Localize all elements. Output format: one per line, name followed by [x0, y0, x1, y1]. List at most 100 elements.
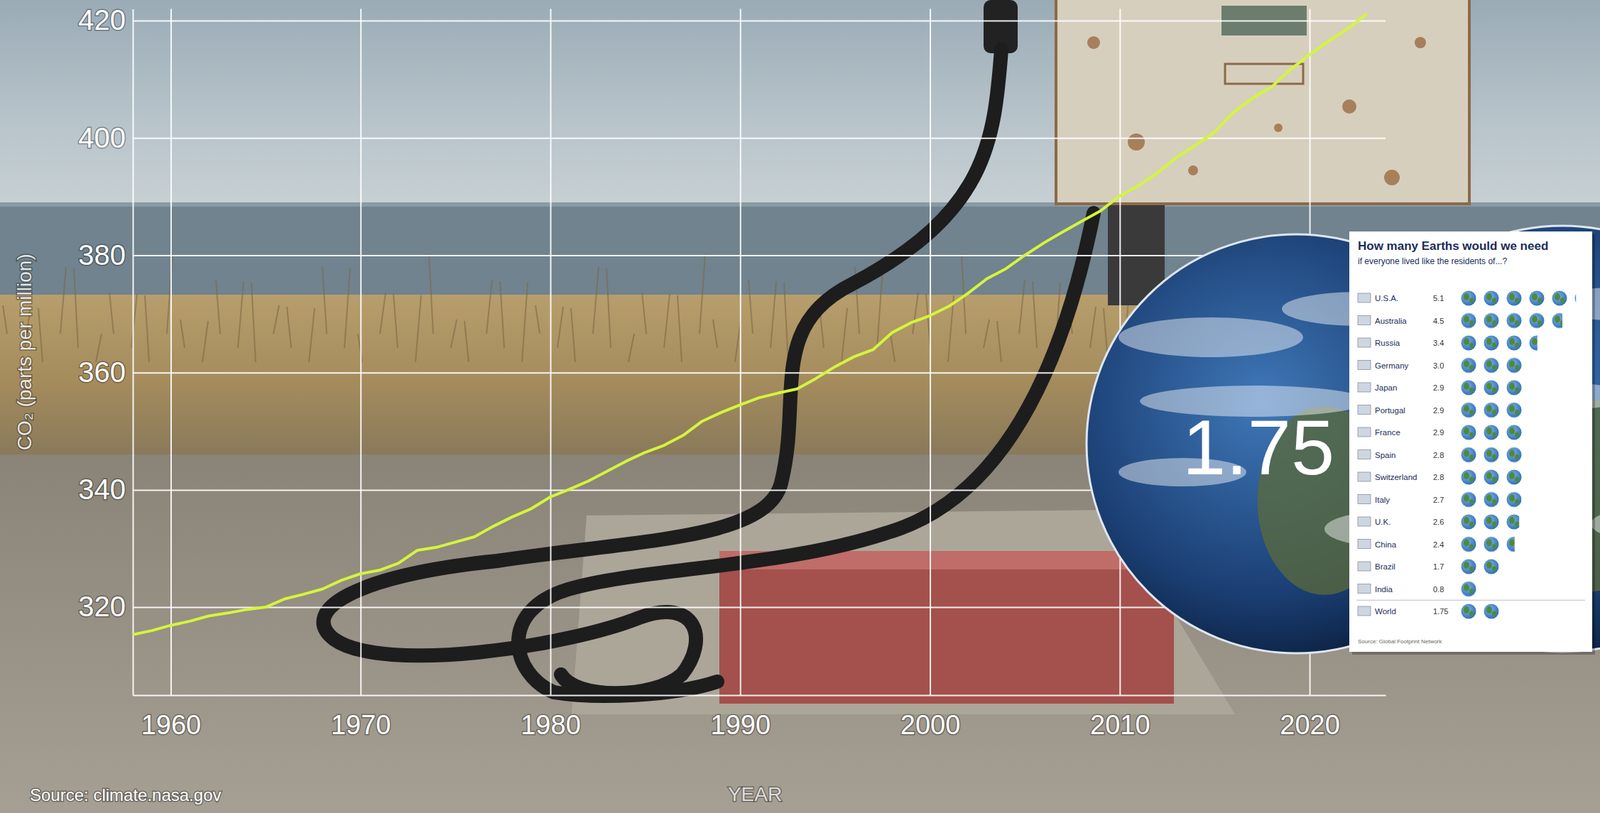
grass-blade [664, 294, 670, 348]
grass-blade [713, 319, 718, 348]
grass-blade [983, 319, 990, 348]
data-label: 3.4 [1433, 338, 1444, 348]
inset-panel [1349, 231, 1593, 652]
bar-group [1460, 312, 1563, 330]
data-label: 0.8 [1433, 585, 1444, 594]
earth-bar [1460, 491, 1522, 509]
hose [518, 213, 1094, 696]
figure: 1960197019801990200020102020320340360380… [0, 0, 1600, 813]
grass-blade [237, 281, 244, 348]
grass-blade [379, 292, 386, 334]
flag [1357, 382, 1371, 393]
data-label: 2.7 [1433, 495, 1444, 505]
grass-blade [180, 319, 185, 348]
grass-blade [641, 292, 647, 334]
separator [1356, 600, 1586, 601]
flag [1357, 293, 1371, 303]
category-label: Australia [1374, 316, 1407, 326]
data-label: 3.0 [1433, 361, 1444, 370]
grass-blade [464, 320, 469, 363]
grass-blade [202, 320, 209, 363]
grass-blade [308, 308, 315, 363]
x-tick: 1990 [710, 9, 771, 740]
x-tick: 1980 [520, 9, 581, 740]
grass-blade [60, 267, 67, 334]
grass-blade [890, 333, 895, 363]
bar-group [1460, 401, 1527, 419]
grass-blade [393, 294, 398, 348]
grass-blade [628, 333, 635, 363]
grass-blade [499, 281, 505, 348]
grass-blade [997, 320, 1002, 363]
rust-spot [1414, 36, 1427, 49]
flag [1357, 516, 1371, 527]
x-grid-line [360, 9, 362, 696]
grass-blade [784, 282, 789, 363]
flag [1357, 584, 1371, 594]
grass-blade [1032, 281, 1037, 348]
rust-spot [1274, 123, 1283, 133]
category-label: Brazil [1374, 562, 1396, 571]
data-label: 2.8 [1433, 450, 1444, 460]
data-label: 4.5 [1433, 316, 1444, 326]
data-label: 1.7 [1433, 562, 1444, 571]
grass-blade [215, 279, 221, 334]
y-tick: 420 [78, 4, 1386, 36]
grass-blade [486, 279, 493, 334]
source: Source: climate.nasa.gov [29, 785, 221, 805]
grass-blade [344, 268, 351, 348]
x-tick-label: 1990 [710, 710, 771, 740]
category-label: Japan [1374, 383, 1397, 393]
x-tick-label: 2010 [1090, 710, 1151, 740]
bar-group [1460, 357, 1529, 375]
x-axis-title: YEAR [727, 783, 782, 806]
earth-bar [1460, 423, 1527, 442]
category-label: China [1374, 540, 1397, 549]
annotation: 1.75 [1182, 403, 1335, 491]
globe-disc [1349, 225, 1600, 652]
flag [1357, 338, 1371, 348]
grass-blade [38, 308, 43, 363]
grass-blade [450, 319, 457, 348]
data-label: 1.75 [1433, 607, 1449, 616]
category-label: U.K. [1374, 517, 1391, 527]
inset-title: How many Earths would we need [1357, 239, 1549, 253]
rust-spot [1342, 99, 1357, 114]
x-tick-label: 1960 [141, 710, 202, 740]
category-label: Switzerland [1374, 472, 1417, 482]
bar-group [1460, 446, 1525, 464]
earth-bar [1460, 446, 1525, 464]
earth-bar [1460, 536, 1515, 554]
data-label: 2.4 [1433, 540, 1444, 549]
earth-bar [1460, 513, 1520, 531]
grass-blade [535, 305, 540, 334]
earth-bar [1460, 289, 1576, 307]
grass-blade [1090, 306, 1096, 348]
flag [1357, 494, 1371, 505]
data-label: 2.9 [1433, 428, 1444, 437]
pump-base [719, 551, 1174, 704]
grass-blade [770, 281, 777, 348]
grass-blade [428, 254, 434, 334]
earth-bar [1460, 312, 1563, 330]
rust-spot [1087, 36, 1101, 50]
bar-group [1460, 513, 1520, 531]
rust-spot [1188, 165, 1199, 176]
x-grid-line [170, 9, 172, 696]
grass-blade [748, 279, 753, 334]
y-tick-label: 320 [78, 590, 126, 623]
bar-group [1460, 558, 1499, 576]
data-label: 2.6 [1433, 517, 1444, 527]
y-tick-label: 400 [78, 122, 126, 154]
flag [1357, 450, 1371, 460]
x-tick-label: 1970 [330, 710, 392, 740]
flag [1357, 606, 1371, 616]
bar-group [1460, 334, 1538, 352]
inset-source: Source: Global Footprint Network [1357, 638, 1443, 645]
earth-bar [1460, 334, 1538, 352]
grass-blade [912, 292, 919, 334]
grass-blade [592, 267, 599, 334]
grass-blade [73, 268, 79, 348]
inset-marks [1460, 289, 1576, 620]
x-tick-label: 2020 [1279, 710, 1341, 740]
